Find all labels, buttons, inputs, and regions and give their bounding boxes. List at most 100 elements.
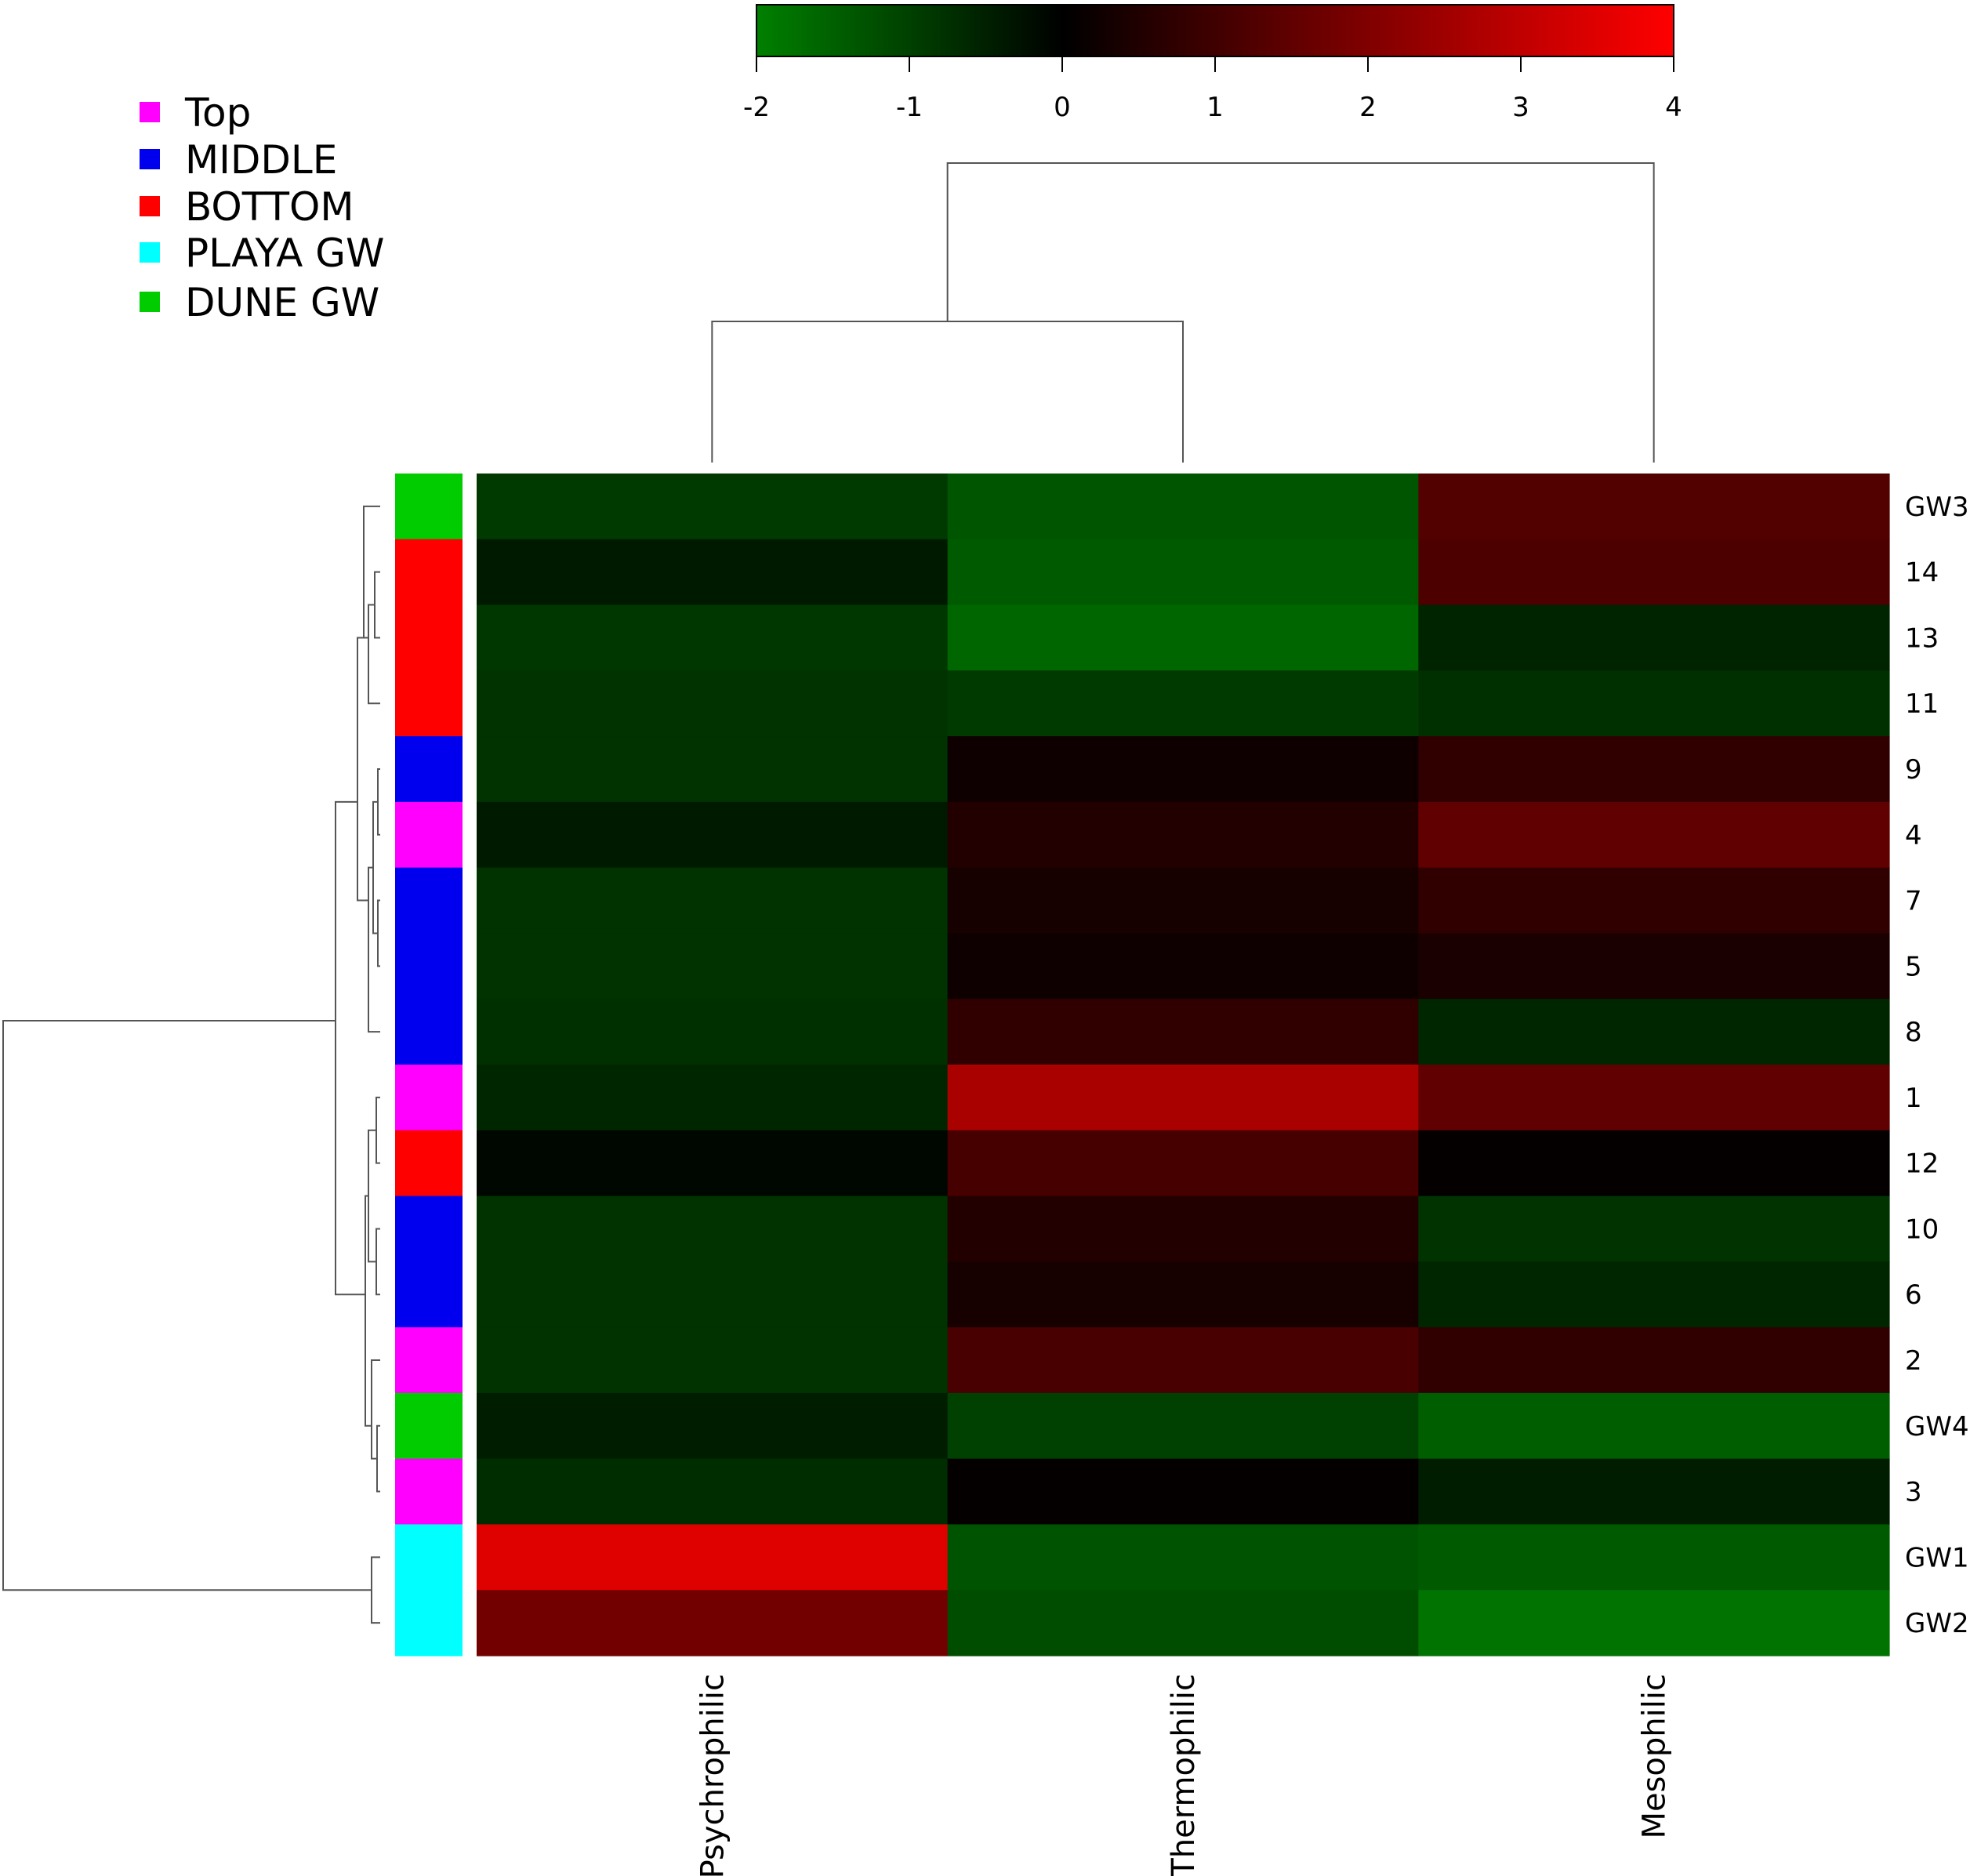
row-dendrogram-branch [371, 1556, 380, 1624]
group-bar-10 [395, 1196, 463, 1262]
row-label-8: 8 [1905, 1017, 1922, 1048]
group-bar-7 [395, 867, 463, 934]
group-bar-8 [395, 999, 463, 1065]
group-bar-2 [395, 1327, 463, 1394]
group-bar-GW2 [395, 1590, 463, 1656]
row-dendrogram-branch [376, 1424, 380, 1493]
heatmap-cell-GW3-thermophilic [947, 474, 1419, 540]
row-label-GW1: GW1 [1905, 1542, 1969, 1573]
row-label-10: 10 [1905, 1214, 1939, 1245]
heatmap-cell-10-mesophilic [1418, 1196, 1890, 1262]
heatmap-cell-GW2-mesophilic [1418, 1590, 1890, 1656]
heatmap-cell-2-thermophilic [947, 1327, 1419, 1394]
color-scale-tick-label: 0 [1054, 92, 1071, 123]
heatmap-cell-5-psychrophilic [477, 933, 949, 1000]
heatmap-cell-13-mesophilic [1418, 604, 1890, 671]
group-bar-GW1 [395, 1524, 463, 1591]
legend-label-middle: MIDDLE [185, 137, 337, 183]
column-label-psychrophilic: Psychrophilic [695, 1674, 731, 1876]
heatmap-cell-12-mesophilic [1418, 1130, 1890, 1197]
column-label-mesophilic: Mesophilic [1637, 1674, 1673, 1839]
heatmap-cell-11-mesophilic [1418, 670, 1890, 737]
heatmap-cell-13-psychrophilic [477, 604, 949, 671]
group-color-bar [395, 474, 463, 1656]
heatmap-cell-3-psychrophilic [477, 1458, 949, 1526]
row-label-12: 12 [1905, 1148, 1939, 1180]
row-label-4: 4 [1905, 820, 1922, 851]
legend-label-top: Top [184, 90, 251, 136]
row-dendrogram-branch [368, 604, 380, 705]
legend-swatch-dune-gw [140, 292, 160, 312]
heatmap-cells [477, 474, 1890, 1656]
row-dendrogram-branch [374, 571, 380, 639]
heatmap-cell-GW1-thermophilic [947, 1524, 1419, 1591]
heatmap-cell-10-thermophilic [947, 1196, 1419, 1262]
heatmap-cell-GW2-thermophilic [947, 1590, 1419, 1656]
heatmap-cell-GW4-mesophilic [1418, 1392, 1890, 1460]
row-label-6: 6 [1905, 1279, 1922, 1311]
group-bar-9 [395, 736, 463, 803]
row-dendrogram-branch [363, 505, 380, 638]
row-dendrogram-branch [375, 1228, 380, 1296]
group-bar-1 [395, 1065, 463, 1131]
row-dendrogram-branch [371, 1359, 380, 1460]
group-bar-13 [395, 604, 463, 671]
row-dendrogram [2, 505, 380, 1624]
group-bar-14 [395, 539, 463, 606]
group-bar-3 [395, 1458, 463, 1526]
heatmap-cell-9-thermophilic [947, 736, 1419, 803]
group-bar-4 [395, 801, 463, 869]
heatmap-cell-8-thermophilic [947, 999, 1419, 1065]
heatmap-cell-3-thermophilic [947, 1458, 1419, 1526]
column-dendrogram-branch [711, 321, 1184, 463]
row-label-5: 5 [1905, 951, 1922, 982]
color-scale: -2 -1 0 1 2 3 4 [743, 4, 1682, 123]
column-label-thermophilic: Thermophilic [1166, 1674, 1202, 1876]
group-bar-12 [395, 1130, 463, 1197]
heatmap-cell-11-psychrophilic [477, 670, 949, 737]
row-label-14: 14 [1905, 557, 1939, 589]
group-bar-GW3 [395, 474, 463, 540]
heatmap-cell-3-mesophilic [1418, 1458, 1890, 1526]
group-bar-11 [395, 670, 463, 737]
color-scale-tick-label: 4 [1665, 92, 1682, 123]
row-label-13: 13 [1905, 622, 1939, 654]
row-label-GW4: GW4 [1905, 1411, 1969, 1442]
row-label-1: 1 [1905, 1083, 1922, 1114]
row-label-7: 7 [1905, 886, 1922, 917]
row-dendrogram-branch [357, 637, 368, 902]
color-scale-bar [756, 4, 1674, 57]
row-labels: GW3 14 13 11 9 4 7 5 8 1 12 10 6 2 GW4 3 GW1 GW2 [1905, 492, 1969, 1639]
heatmap-cell-8-mesophilic [1418, 999, 1890, 1065]
legend-swatch-middle [140, 149, 160, 169]
heatmap-cell-4-mesophilic [1418, 801, 1890, 869]
row-dendrogram-branch [377, 768, 380, 836]
heatmap-cell-6-thermophilic [947, 1261, 1419, 1328]
heatmap-cell-4-psychrophilic [477, 801, 949, 869]
row-dendrogram-branch [368, 866, 380, 1033]
heatmap-cell-1-thermophilic [947, 1065, 1419, 1131]
color-scale-tick-label: -2 [743, 92, 770, 123]
column-dendrogram [711, 162, 1655, 463]
heatmap-cell-14-psychrophilic [477, 539, 949, 606]
heatmap-cell-9-mesophilic [1418, 736, 1890, 803]
row-label-GW2: GW2 [1905, 1608, 1969, 1639]
row-label-2: 2 [1905, 1345, 1922, 1377]
color-scale-tick-label: 1 [1206, 92, 1224, 123]
row-label-GW3: GW3 [1905, 492, 1969, 523]
heatmap-cell-7-mesophilic [1418, 867, 1890, 934]
heatmap-cell-6-psychrophilic [477, 1261, 949, 1328]
heatmap-cell-9-psychrophilic [477, 736, 949, 803]
heatmap-cell-12-thermophilic [947, 1130, 1419, 1197]
heatmap-cell-10-psychrophilic [477, 1196, 949, 1262]
heatmap-cell-14-thermophilic [947, 539, 1419, 606]
legend-label-dune-gw: DUNE GW [185, 280, 379, 325]
group-bar-6 [395, 1261, 463, 1328]
heatmap-cell-1-psychrophilic [477, 1065, 949, 1131]
row-dendrogram-branch [2, 1020, 372, 1591]
row-dendrogram-branch [335, 800, 365, 1296]
heatmap-cell-11-thermophilic [947, 670, 1419, 737]
heatmap-cell-7-psychrophilic [477, 867, 949, 934]
